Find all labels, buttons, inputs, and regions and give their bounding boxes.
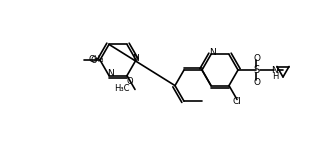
Text: N: N [272, 66, 278, 74]
Text: N: N [106, 69, 113, 78]
Text: O: O [126, 77, 133, 86]
Text: Cl: Cl [233, 97, 241, 106]
Text: CH₃: CH₃ [88, 54, 104, 63]
Text: O: O [90, 56, 97, 65]
Text: O: O [253, 53, 260, 62]
Text: H₃C: H₃C [114, 84, 130, 93]
Text: N: N [209, 48, 216, 57]
Text: H: H [272, 71, 278, 81]
Text: S: S [253, 65, 259, 75]
Text: N: N [132, 53, 138, 62]
Text: O: O [253, 78, 260, 86]
